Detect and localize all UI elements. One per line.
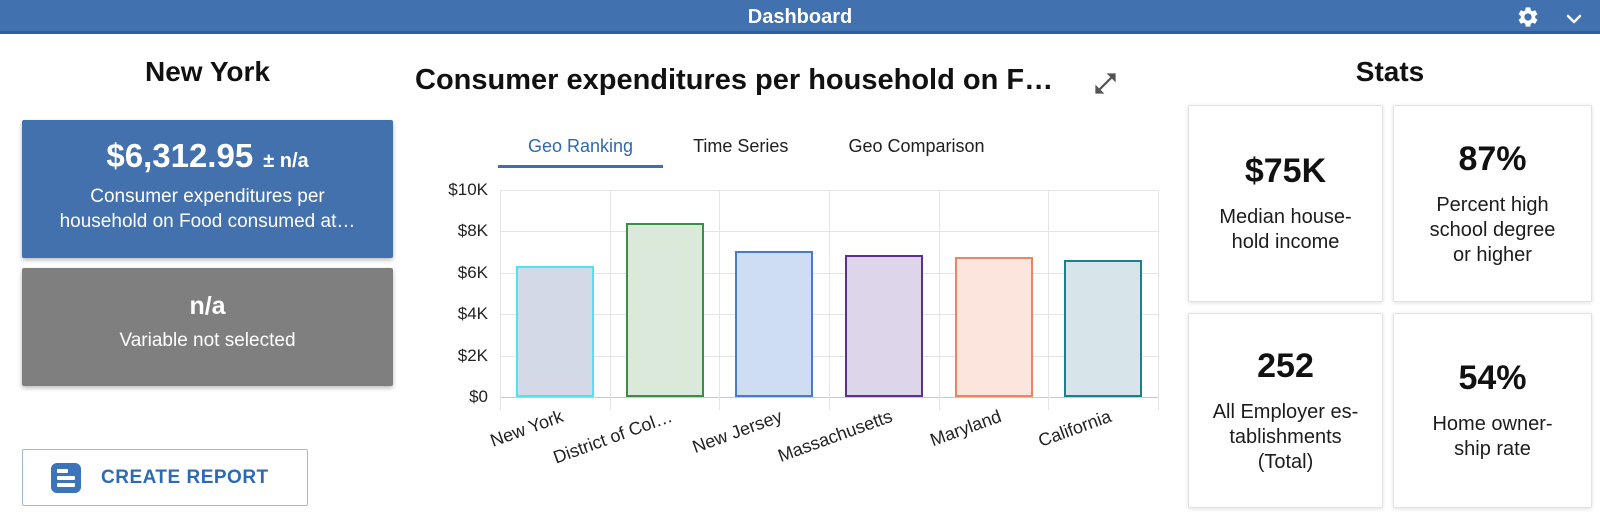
primary-metric-label: Consumer expenditures per household on F…: [59, 186, 356, 232]
chart-title: Consumer expenditures per household on F…: [415, 64, 1054, 96]
primary-metric-card[interactable]: $6,312.95 ± n/a Consumer expenditures per…: [22, 120, 393, 258]
x-gridline: [609, 190, 611, 410]
stat-label: Median house- hold income: [1219, 206, 1352, 253]
primary-metric-uncertainty: ± n/a: [263, 150, 309, 172]
expand-icon[interactable]: [1092, 70, 1119, 97]
x-gridline: [938, 190, 940, 410]
x-tick-label: District of Col…: [551, 406, 676, 468]
stats-title: Stats: [1355, 56, 1425, 87]
chart-bar[interactable]: [515, 266, 594, 397]
secondary-metric-label: Variable not selected: [119, 330, 296, 351]
y-tick-label: $10K: [448, 180, 488, 199]
chart-bar[interactable]: [1064, 259, 1143, 397]
tab-geo-comparison[interactable]: Geo Comparison: [848, 136, 985, 156]
y-tick-label: $2K: [457, 345, 488, 365]
secondary-metric-card[interactable]: n/a Variable not selected: [22, 268, 393, 386]
tab-time-series[interactable]: Time Series: [693, 136, 789, 156]
x-gridline: [719, 190, 721, 410]
x-gridline: [1048, 190, 1050, 410]
stat-card-employer-establishments: 252 All Employer es- tablishments (Total…: [1188, 313, 1383, 508]
stat-value: 54%: [1458, 359, 1527, 397]
stat-label: Home owner- ship rate: [1432, 413, 1553, 460]
region-title: New York: [144, 56, 270, 87]
stats-grid: $75K Median house- hold income 87% Perce…: [1188, 105, 1592, 508]
stat-value: 87%: [1458, 139, 1527, 178]
primary-metric-value-row: $6,312.95 ± n/a: [22, 137, 393, 175]
chevron-down-icon[interactable]: [1562, 7, 1586, 31]
stat-card-high-school-degree: 87% Percent high school degree or higher: [1393, 105, 1592, 302]
x-gridline: [1158, 190, 1159, 410]
tab-geo-ranking[interactable]: Geo Ranking: [498, 126, 664, 168]
y-tick-label: $0: [469, 387, 488, 406]
create-report-button[interactable]: CREATE REPORT: [22, 449, 308, 506]
x-tick-label: New York: [487, 406, 566, 451]
report-icon: [51, 462, 81, 493]
plot-area: [500, 190, 1159, 410]
stat-card-median-household-income: $75K Median house- hold income: [1188, 105, 1383, 302]
chart-tabs: Geo Ranking Time Series Geo Comparison: [498, 126, 1015, 168]
stat-label: All Employer es- tablishments (Total): [1212, 400, 1359, 473]
x-gridline: [500, 190, 501, 410]
primary-metric-value: $6,312.95: [106, 137, 254, 174]
stat-value: $75K: [1244, 152, 1327, 190]
x-tick-label: New Jersey: [689, 406, 785, 457]
y-tick-label: $4K: [457, 304, 488, 324]
chart-bar[interactable]: [625, 223, 704, 397]
chart-bar[interactable]: [844, 255, 923, 397]
gear-icon[interactable]: [1516, 5, 1540, 29]
stat-value: 252: [1257, 346, 1314, 385]
create-report-label: CREATE REPORT: [101, 466, 269, 488]
y-tick-label: $8K: [457, 221, 488, 241]
secondary-metric-value: n/a: [189, 292, 226, 320]
x-axis-labels: New York District of Col… New Jersey Massac…: [487, 404, 1158, 489]
app-header: Dashboard: [0, 0, 1600, 34]
page-title: Dashboard: [747, 6, 853, 28]
x-tick-label: California: [1035, 406, 1114, 451]
chart-bar[interactable]: [954, 256, 1033, 397]
chart-bar[interactable]: [735, 251, 814, 397]
x-tick-label: Massachusetts: [775, 406, 895, 466]
stat-label: Percent high school degree or higher: [1429, 193, 1556, 266]
y-tick-label: $6K: [457, 262, 488, 282]
x-gridline: [829, 190, 830, 410]
stat-card-home-ownership: 54% Home owner- ship rate: [1393, 313, 1592, 508]
x-tick-label: Maryland: [927, 406, 1005, 451]
